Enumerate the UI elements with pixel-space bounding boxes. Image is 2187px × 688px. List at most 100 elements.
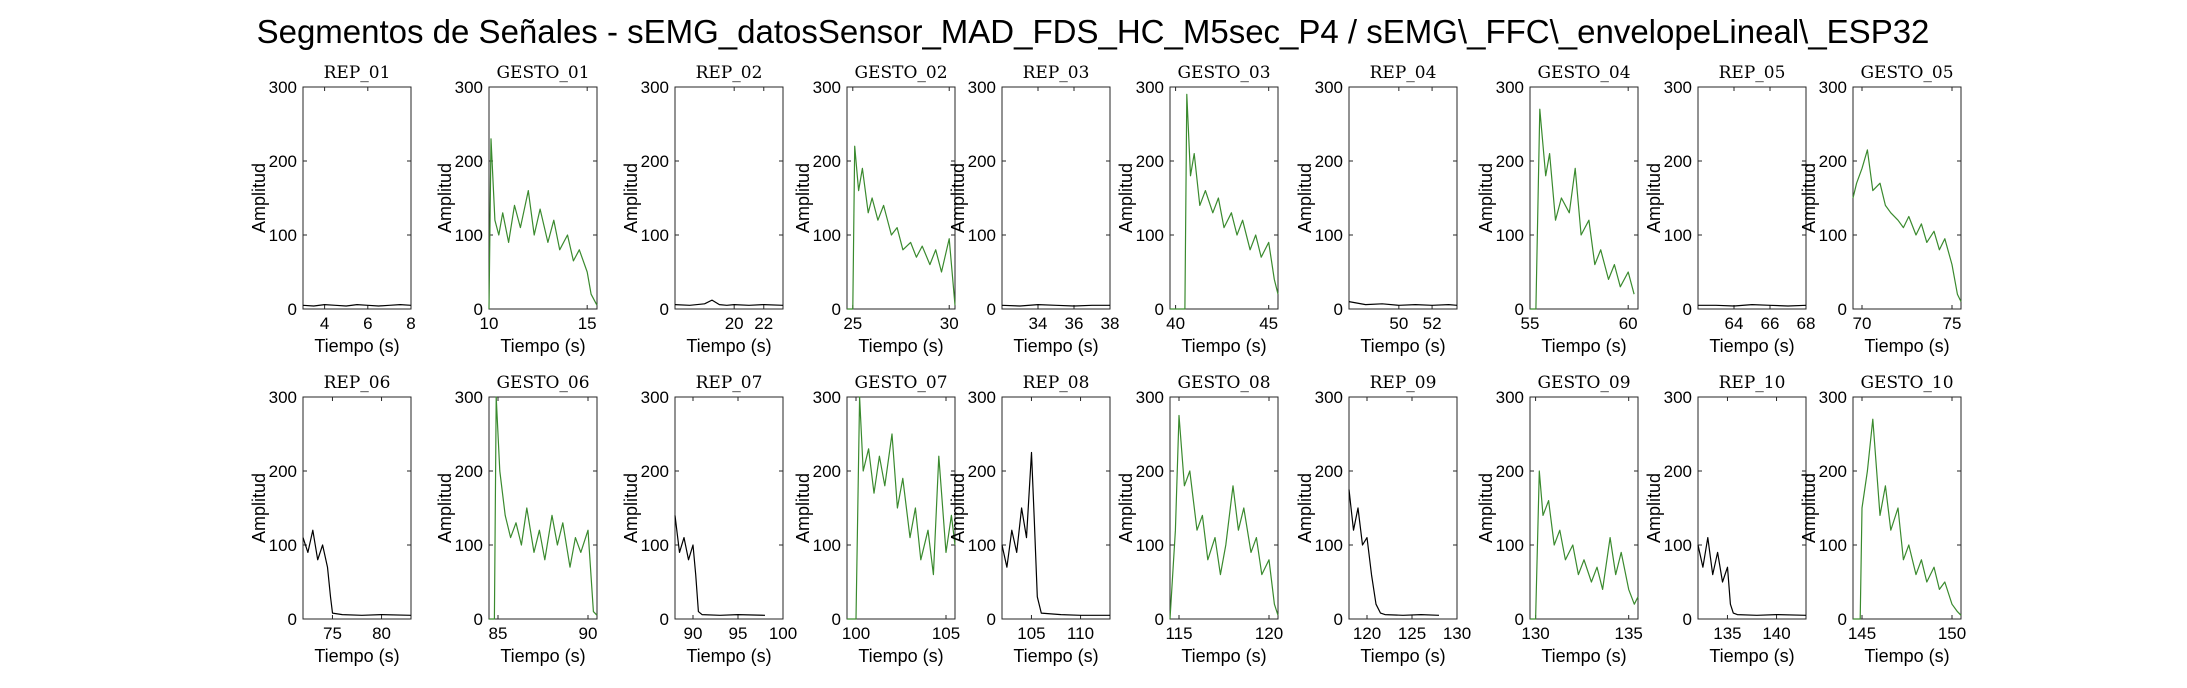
panel-gesto-01: GESTO_01 0 100 200 300 10 15 Tiempo (s) Amplitud — [435, 63, 598, 356]
x-tick-label: 70 — [1853, 314, 1872, 333]
panel-title: GESTO_03 — [1177, 63, 1270, 83]
x-tick-label: 4 — [320, 314, 329, 333]
y-tick-label: 100 — [1315, 536, 1343, 555]
x-tick-label: 75 — [323, 624, 342, 643]
y-tick-label: 100 — [1315, 226, 1343, 245]
axes-frame — [1697, 86, 1807, 310]
x-axis-label: Tiempo (s) — [1541, 646, 1626, 666]
y-tick-label: 200 — [813, 152, 841, 171]
panel-title: REP_10 — [1719, 373, 1786, 393]
series-line — [674, 515, 766, 616]
x-axis-label: Tiempo (s) — [1709, 336, 1794, 356]
panel-title: REP_01 — [324, 63, 391, 83]
y-tick-label: 100 — [269, 226, 297, 245]
y-axis-label: Amplitud — [948, 163, 968, 233]
y-tick-label: 0 — [1683, 610, 1692, 629]
panel-gesto-03: GESTO_03 0 100 200 300 40 45 Tiempo (s) Amplitud — [1116, 63, 1279, 356]
x-axis-label: Tiempo (s) — [1013, 336, 1098, 356]
panel-rep-08: REP_08 0 100 200 300 105 110 Tiempo (s) Amplitud — [948, 373, 1111, 666]
series-line — [1852, 149, 1962, 302]
x-tick-label: 64 — [1725, 314, 1744, 333]
panel-title: GESTO_04 — [1537, 63, 1630, 83]
x-axis-label: Tiempo (s) — [1181, 646, 1266, 666]
x-tick-label: 110 — [1067, 624, 1094, 643]
panel-gesto-10: GESTO_10 0 100 200 300 145 150 Tiempo (s) Amplit… — [1799, 373, 1966, 666]
x-tick-label: 95 — [729, 624, 748, 643]
y-tick-label: 300 — [813, 388, 841, 407]
y-tick-label: 300 — [269, 78, 297, 97]
y-tick-label: 0 — [660, 610, 669, 629]
y-tick-label: 100 — [269, 536, 297, 555]
panel-title: REP_02 — [696, 63, 763, 83]
y-tick-label: 200 — [1496, 462, 1524, 481]
series-line — [302, 304, 412, 307]
y-tick-label: 200 — [1315, 462, 1343, 481]
y-tick-label: 200 — [269, 462, 297, 481]
y-tick-label: 0 — [1515, 300, 1524, 319]
y-tick-label: 300 — [968, 388, 996, 407]
series-line — [674, 299, 784, 306]
y-tick-label: 100 — [1819, 226, 1847, 245]
series-line — [1001, 304, 1110, 307]
x-tick-label: 20 — [725, 314, 744, 333]
y-axis-label: Amplitud — [793, 473, 813, 543]
series-line — [489, 396, 598, 620]
y-axis-label: Amplitud — [948, 473, 968, 543]
y-tick-label: 100 — [968, 536, 996, 555]
x-tick-label: 130 — [1443, 624, 1471, 643]
y-tick-label: 200 — [455, 152, 483, 171]
y-tick-label: 300 — [1136, 388, 1164, 407]
y-tick-label: 300 — [1315, 388, 1343, 407]
series-line — [1530, 108, 1635, 310]
axes-frame — [488, 396, 598, 620]
y-tick-label: 0 — [987, 610, 996, 629]
y-tick-label: 0 — [1838, 300, 1847, 319]
y-axis-label: Amplitud — [1116, 473, 1136, 543]
y-tick-label: 300 — [1664, 388, 1692, 407]
y-tick-label: 300 — [1819, 388, 1847, 407]
axes-frame — [1348, 86, 1458, 310]
y-tick-label: 0 — [1515, 610, 1524, 629]
axes-frame — [1529, 396, 1639, 620]
y-tick-label: 0 — [288, 300, 297, 319]
panel-title: GESTO_06 — [496, 373, 589, 393]
y-axis-label: Amplitud — [1295, 163, 1315, 233]
y-tick-label: 300 — [269, 388, 297, 407]
x-axis-label: Tiempo (s) — [500, 646, 585, 666]
x-tick-label: 145 — [1848, 624, 1876, 643]
x-tick-label: 100 — [769, 624, 797, 643]
panel-rep-10: REP_10 0 100 200 300 135 140 Tiempo (s) Amplitud — [1644, 373, 1807, 666]
panel-gesto-09: GESTO_09 0 100 200 300 130 135 Tiempo (s) Amplit… — [1476, 373, 1643, 666]
x-tick-label: 130 — [1521, 624, 1549, 643]
y-tick-label: 300 — [1819, 78, 1847, 97]
y-tick-label: 100 — [1664, 226, 1692, 245]
y-tick-label: 0 — [1334, 610, 1343, 629]
series-line — [1170, 93, 1279, 310]
y-tick-label: 300 — [1496, 388, 1524, 407]
y-tick-label: 200 — [1664, 152, 1692, 171]
x-tick-label: 60 — [1619, 314, 1638, 333]
y-tick-label: 100 — [1496, 226, 1524, 245]
series-line — [1697, 536, 1807, 616]
y-tick-label: 300 — [455, 78, 483, 97]
x-tick-label: 105 — [932, 624, 960, 643]
y-tick-label: 0 — [1838, 610, 1847, 629]
panel-title: REP_04 — [1370, 63, 1437, 83]
y-tick-label: 100 — [813, 536, 841, 555]
y-tick-label: 300 — [968, 78, 996, 97]
axes-frame — [1852, 86, 1962, 310]
panel-rep-04: REP_04 0 100 200 300 50 52 Tiempo (s) Amplitud — [1295, 63, 1458, 356]
y-tick-label: 100 — [641, 226, 669, 245]
series-line — [302, 529, 412, 616]
x-tick-label: 10 — [480, 314, 499, 333]
y-tick-label: 200 — [641, 152, 669, 171]
panel-title: REP_05 — [1719, 63, 1786, 83]
y-tick-label: 300 — [641, 388, 669, 407]
x-axis-label: Tiempo (s) — [1709, 646, 1794, 666]
panel-title: GESTO_02 — [854, 63, 947, 83]
x-axis-label: Tiempo (s) — [686, 336, 771, 356]
x-axis-label: Tiempo (s) — [1181, 336, 1266, 356]
panel-title: GESTO_08 — [1177, 373, 1270, 393]
panel-gesto-05: GESTO_05 0 100 200 300 70 75 Tiempo (s) Amplitud — [1799, 63, 1962, 356]
y-tick-label: 200 — [1819, 462, 1847, 481]
